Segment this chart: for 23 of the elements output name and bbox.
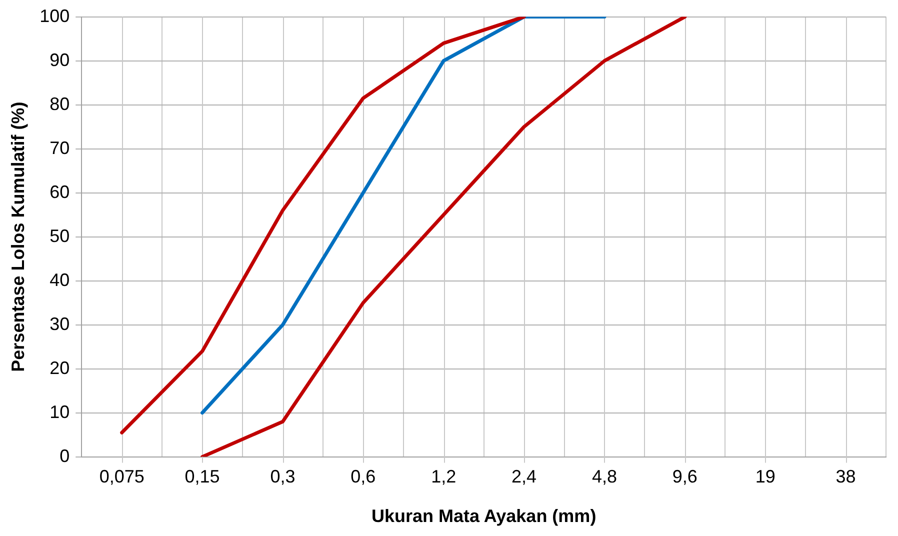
y-tick-label: 0 xyxy=(60,446,70,466)
y-tick-label: 80 xyxy=(50,94,70,114)
y-tick-label: 90 xyxy=(50,50,70,70)
x-tick-label: 38 xyxy=(836,466,856,487)
y-tick-label: 60 xyxy=(50,182,70,202)
x-tick-label: 9,6 xyxy=(672,466,698,487)
x-tick-label: 0,15 xyxy=(184,466,220,487)
x-tick-label: 19 xyxy=(755,466,776,487)
y-tick-label: 30 xyxy=(50,314,70,334)
y-tick-label: 70 xyxy=(50,138,70,158)
x-tick-label: 2,4 xyxy=(512,466,537,487)
x-axis-title: Ukuran Mata Ayakan (mm) xyxy=(371,506,596,526)
y-tick-label: 100 xyxy=(40,6,70,26)
y-tick-label: 50 xyxy=(50,226,70,246)
y-tick-label: 20 xyxy=(50,358,70,378)
x-tick-label: 0,075 xyxy=(99,466,144,487)
x-tick-label: 4,8 xyxy=(592,466,617,487)
y-tick-label: 40 xyxy=(50,270,70,290)
x-tick-label: 1,2 xyxy=(431,466,456,487)
y-tick-label: 10 xyxy=(50,402,70,422)
x-tick-label: 0,6 xyxy=(350,466,376,487)
x-tick-label: 0,3 xyxy=(270,466,296,487)
y-axis-title: Persentase Lolos Kumulatif (%) xyxy=(8,102,28,372)
